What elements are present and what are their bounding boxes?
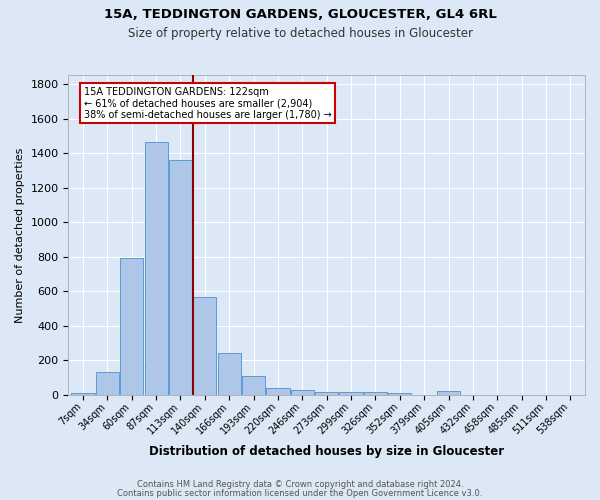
- Bar: [437, 391, 460, 395]
- Text: 15A TEDDINGTON GARDENS: 122sqm
← 61% of detached houses are smaller (2,904)
38% : 15A TEDDINGTON GARDENS: 122sqm ← 61% of …: [84, 86, 332, 120]
- Bar: [169, 160, 192, 395]
- Text: Size of property relative to detached houses in Gloucester: Size of property relative to detached ho…: [128, 28, 473, 40]
- Bar: [388, 394, 412, 395]
- Bar: [218, 352, 241, 395]
- Bar: [242, 376, 265, 395]
- Bar: [71, 394, 95, 395]
- Bar: [340, 392, 362, 395]
- Bar: [266, 388, 290, 395]
- Bar: [315, 392, 338, 395]
- Text: Contains public sector information licensed under the Open Government Licence v3: Contains public sector information licen…: [118, 488, 482, 498]
- Bar: [193, 296, 217, 395]
- Bar: [120, 258, 143, 395]
- Bar: [364, 392, 387, 395]
- Text: Contains HM Land Registry data © Crown copyright and database right 2024.: Contains HM Land Registry data © Crown c…: [137, 480, 463, 489]
- Bar: [145, 142, 168, 395]
- X-axis label: Distribution of detached houses by size in Gloucester: Distribution of detached houses by size …: [149, 444, 504, 458]
- Bar: [291, 390, 314, 395]
- Bar: [96, 372, 119, 395]
- Y-axis label: Number of detached properties: Number of detached properties: [15, 148, 25, 323]
- Text: 15A, TEDDINGTON GARDENS, GLOUCESTER, GL4 6RL: 15A, TEDDINGTON GARDENS, GLOUCESTER, GL4…: [104, 8, 496, 20]
